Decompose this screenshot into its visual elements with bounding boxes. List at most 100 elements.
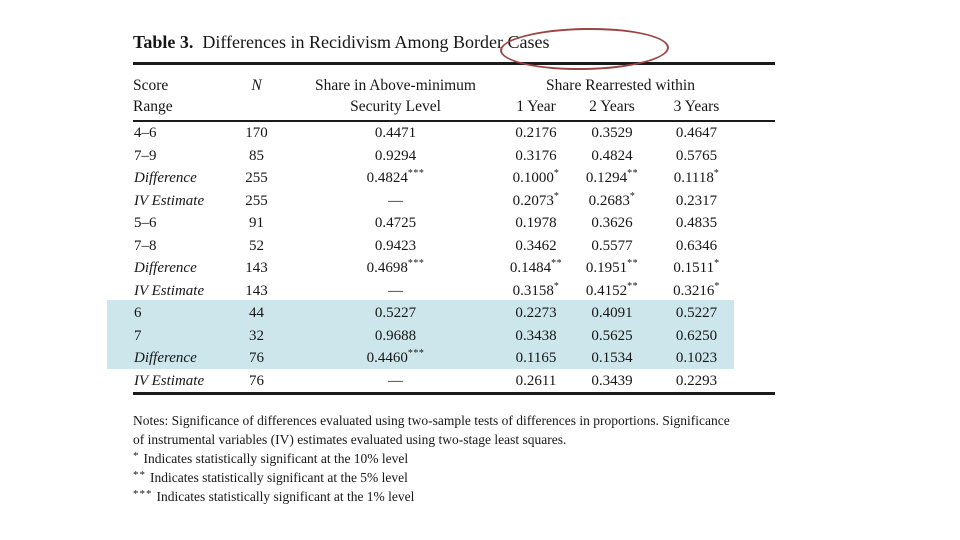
notes-star-line: * Indicates statistically significant at … — [133, 449, 833, 468]
cell-3-years: 0.2317 — [675, 192, 718, 209]
cell-3-years: 0.1023 — [675, 350, 718, 366]
cell-n: 44 — [249, 305, 264, 321]
cell-n: 76 — [249, 372, 264, 389]
cell-3-years: 0.1511* — [673, 258, 720, 277]
cell-n: 255 — [245, 192, 268, 209]
cell-1-year: 0.1000* — [512, 168, 560, 187]
significance-stars: * — [629, 190, 636, 202]
cell-2-years: 0.1294** — [585, 168, 639, 187]
table-title-text: Differences in Recidivism Among Border C… — [202, 32, 550, 52]
table-row: 6 44 0.5227 0.2273 0.4091 0.5227 — [133, 302, 775, 325]
cell-2-years: 0.4824 — [591, 147, 633, 164]
cell-share-security: 0.9294 — [374, 147, 417, 164]
notes-star-lines: * Indicates statistically significant at … — [133, 449, 833, 506]
cell-1-year: 0.3176 — [515, 147, 557, 164]
notes-star-line: *** Indicates statistically significant a… — [133, 487, 833, 506]
cell-2-years: 0.1951** — [585, 258, 639, 277]
cell-score-range: 7–8 — [134, 237, 157, 254]
cell-2-years: 0.4091 — [591, 305, 633, 321]
highlight-band — [107, 300, 734, 369]
cell-2-years: 0.2683* — [588, 190, 636, 209]
table-row: Difference 76 0.4460*** 0.1165 0.1534 0.1023 — [133, 347, 775, 370]
cell-score-range: IV Estimate — [134, 282, 205, 299]
header-2-years: 2 Years — [576, 96, 648, 122]
cell-1-year: 0.2176 — [515, 125, 557, 141]
cell-n: 143 — [245, 260, 268, 276]
cell-score-range: 4–6 — [134, 125, 157, 141]
cell-1-year: 0.2073* — [512, 190, 560, 209]
cell-score-range: Difference — [134, 260, 197, 276]
cell-n: 255 — [245, 170, 268, 186]
cell-3-years: 0.6250 — [675, 327, 718, 344]
cell-score-range: 7 — [134, 327, 142, 344]
table-row: 5–6 91 0.4725 0.1978 0.3626 0.4835 — [133, 212, 775, 235]
header-share-security: Share in Above-minimum Security Level — [295, 63, 496, 122]
table-row: Difference 143 0.4698*** 0.1484** 0.1951** 0.… — [133, 257, 775, 280]
cell-1-year: 0.1484** — [509, 258, 563, 277]
cell-share-security: 0.9423 — [374, 237, 417, 254]
table-row: 7–9 85 0.9294 0.3176 0.4824 0.5765 — [133, 145, 775, 168]
cell-1-year: 0.2273 — [515, 305, 557, 321]
significance-stars: * — [553, 168, 560, 179]
cell-n: 32 — [249, 327, 264, 344]
cell-n: 76 — [249, 350, 264, 366]
cell-share-security: 0.4824*** — [366, 168, 425, 187]
significance-stars: *** — [407, 168, 425, 179]
cell-2-years: 0.3439 — [591, 372, 633, 389]
cell-1-year: 0.3462 — [515, 237, 557, 254]
cell-3-years: 0.5227 — [675, 305, 718, 321]
notes-star-text: Indicates statistically significant at t… — [150, 470, 408, 485]
header-1-year: 1 Year — [496, 96, 576, 122]
table-row: 7–8 52 0.9423 0.3462 0.5577 0.6346 — [133, 235, 775, 258]
table-body: 4–6 170 0.4471 0.2176 0.3529 0.4647 7–9 85 0.929… — [133, 121, 775, 394]
cell-2-years: 0.3626 — [591, 215, 633, 231]
results-table: Score Range N Share in Above-minimum Sec… — [133, 62, 776, 395]
notes-star-text: Indicates statistically significant at t… — [143, 451, 409, 466]
cell-3-years: 0.5765 — [675, 147, 718, 164]
cell-1-year: 0.3158* — [512, 280, 560, 299]
cell-2-years: 0.5625 — [591, 327, 633, 344]
header-share-rearrested: Share Rearrested within — [546, 77, 695, 94]
cell-2-years: 0.4152** — [585, 280, 639, 299]
table-row: Difference 255 0.4824*** 0.1000* 0.1294** 0.1… — [133, 167, 775, 190]
cell-3-years: 0.2293 — [675, 372, 718, 389]
significance-stars: * — [714, 258, 720, 269]
table-notes: Notes: Significance of differences evalu… — [133, 411, 833, 506]
cell-2-years: 0.5577 — [591, 237, 633, 254]
cell-2-years: 0.3529 — [591, 125, 633, 141]
significance-stars: * — [553, 190, 560, 202]
notes-line-2: of instrumental variables (IV) estimates… — [133, 432, 567, 447]
cell-n: 170 — [245, 125, 268, 141]
significance-stars: * — [714, 280, 720, 292]
cell-share-security: — — [388, 282, 403, 299]
cell-score-range: IV Estimate — [134, 192, 205, 209]
significance-stars: ** — [627, 258, 639, 269]
cell-2-years: 0.1534 — [591, 350, 633, 366]
cell-n: 52 — [249, 237, 264, 254]
header-n: N — [218, 63, 295, 122]
significance-stars: * — [553, 280, 560, 292]
table-row: 7 32 0.9688 0.3438 0.5625 0.6250 — [133, 325, 775, 348]
significance-stars: ** — [551, 258, 563, 269]
cell-share-security: — — [388, 372, 403, 389]
table-header: Score Range N Share in Above-minimum Sec… — [133, 63, 776, 122]
cell-share-security: 0.4698*** — [366, 258, 425, 277]
header-3-years: 3 Years — [648, 96, 776, 122]
cell-share-security: 0.9688 — [374, 327, 417, 344]
significance-stars: ** — [133, 469, 146, 481]
header-score-range: Score Range — [133, 63, 218, 122]
cell-score-range: IV Estimate — [134, 372, 205, 389]
significance-stars: *** — [407, 348, 425, 359]
table-row: IV Estimate 143 — 0.3158* 0.4152** 0.3216* — [133, 280, 775, 303]
table-number: Table 3. — [133, 32, 194, 52]
cell-1-year: 0.3438 — [515, 327, 557, 344]
table-row: 4–6 170 0.4471 0.2176 0.3529 0.4647 — [133, 121, 775, 145]
significance-stars: ** — [627, 168, 639, 179]
significance-stars: * — [713, 168, 720, 179]
cell-score-range: 5–6 — [134, 215, 157, 231]
cell-3-years: 0.3216* — [673, 280, 720, 299]
cell-score-range: 7–9 — [134, 147, 157, 164]
cell-share-security: — — [388, 192, 403, 209]
notes-star-text: Indicates statistically significant at t… — [156, 489, 415, 504]
cell-share-security: 0.4725 — [374, 215, 417, 231]
